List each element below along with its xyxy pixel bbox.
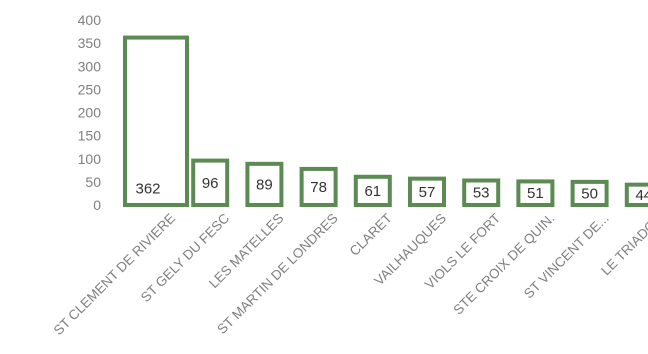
bar xyxy=(245,161,284,207)
bar xyxy=(123,35,189,208)
y-tick-label: 50 xyxy=(85,174,101,190)
data-label: 78 xyxy=(310,179,327,196)
bar xyxy=(408,176,446,207)
data-labels: 362 96 89 78 61 57 53 51 50 44 xyxy=(135,175,648,204)
category-label: CLARET xyxy=(347,211,395,259)
data-label: 44 xyxy=(635,187,648,204)
y-tick-label: 400 xyxy=(78,12,102,28)
y-tick-label: 200 xyxy=(78,105,102,121)
y-tick-label: 0 xyxy=(93,197,101,213)
data-label: 51 xyxy=(527,185,544,202)
data-label: 96 xyxy=(202,175,219,192)
data-label: 61 xyxy=(364,183,381,200)
data-label: 89 xyxy=(256,176,273,193)
y-tick-label: 300 xyxy=(78,58,102,74)
bar xyxy=(570,179,609,207)
y-tick-label: 100 xyxy=(78,151,102,167)
bars xyxy=(123,35,648,208)
data-label: 362 xyxy=(135,180,160,197)
category-label: ST GELY DU FESC xyxy=(138,210,233,305)
y-axis: 0 50 100 150 200 250 300 350 400 xyxy=(78,12,102,213)
y-tick-label: 250 xyxy=(78,81,102,97)
bar xyxy=(462,178,501,208)
category-label: STE CROIX DE QUIN. xyxy=(450,211,557,318)
y-tick-label: 150 xyxy=(78,128,102,144)
bar xyxy=(624,182,648,207)
bar xyxy=(299,166,338,208)
y-tick-label: 350 xyxy=(78,35,102,51)
bar xyxy=(191,158,230,208)
bar xyxy=(516,179,555,208)
bar xyxy=(353,174,392,208)
data-label: 53 xyxy=(473,185,490,202)
data-label: 50 xyxy=(581,185,598,202)
data-label: 57 xyxy=(419,184,436,201)
